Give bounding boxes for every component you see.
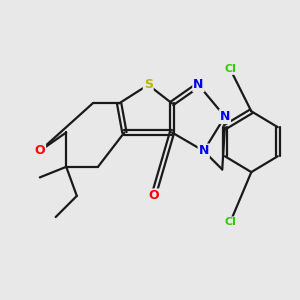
Text: Cl: Cl xyxy=(224,217,236,227)
Text: N: N xyxy=(220,110,230,123)
Text: O: O xyxy=(148,189,159,203)
Text: S: S xyxy=(144,78,153,92)
Text: N: N xyxy=(193,78,204,92)
Text: Cl: Cl xyxy=(224,64,236,74)
Text: N: N xyxy=(199,145,209,158)
Text: O: O xyxy=(34,145,45,158)
